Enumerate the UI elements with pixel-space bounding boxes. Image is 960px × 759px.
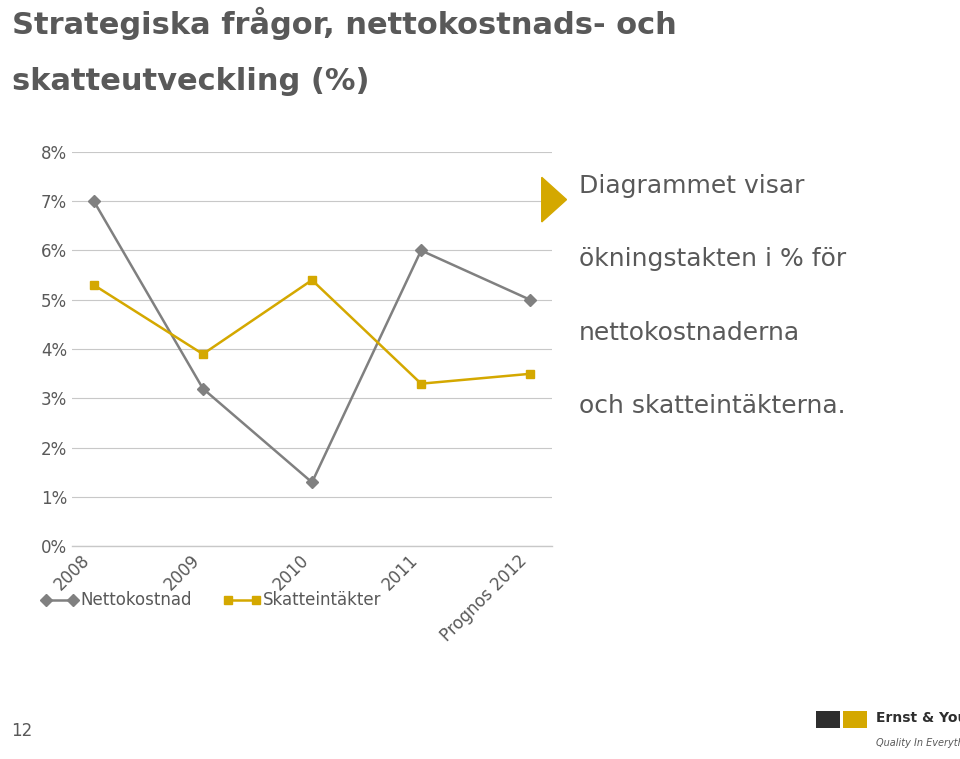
Text: nettokostnaderna: nettokostnaderna: [579, 321, 800, 345]
Polygon shape: [541, 178, 566, 222]
Text: Nettokostnad: Nettokostnad: [81, 591, 192, 609]
Text: Quality In Everything We Do: Quality In Everything We Do: [876, 738, 960, 748]
Text: skatteutveckling (%): skatteutveckling (%): [12, 67, 369, 96]
Bar: [816, 710, 840, 728]
Text: Strategiska frågor, nettokostnads- och: Strategiska frågor, nettokostnads- och: [12, 6, 676, 39]
Bar: [843, 710, 867, 728]
Text: 12: 12: [12, 722, 33, 740]
Text: Diagrammet visar: Diagrammet visar: [579, 174, 804, 198]
Text: och skatteintäkterna.: och skatteintäkterna.: [579, 394, 846, 418]
Text: Ernst & Young: Ernst & Young: [876, 711, 960, 725]
Text: ökningstakten i % för: ökningstakten i % för: [579, 247, 846, 272]
Text: Skatteintäkter: Skatteintäkter: [263, 591, 381, 609]
